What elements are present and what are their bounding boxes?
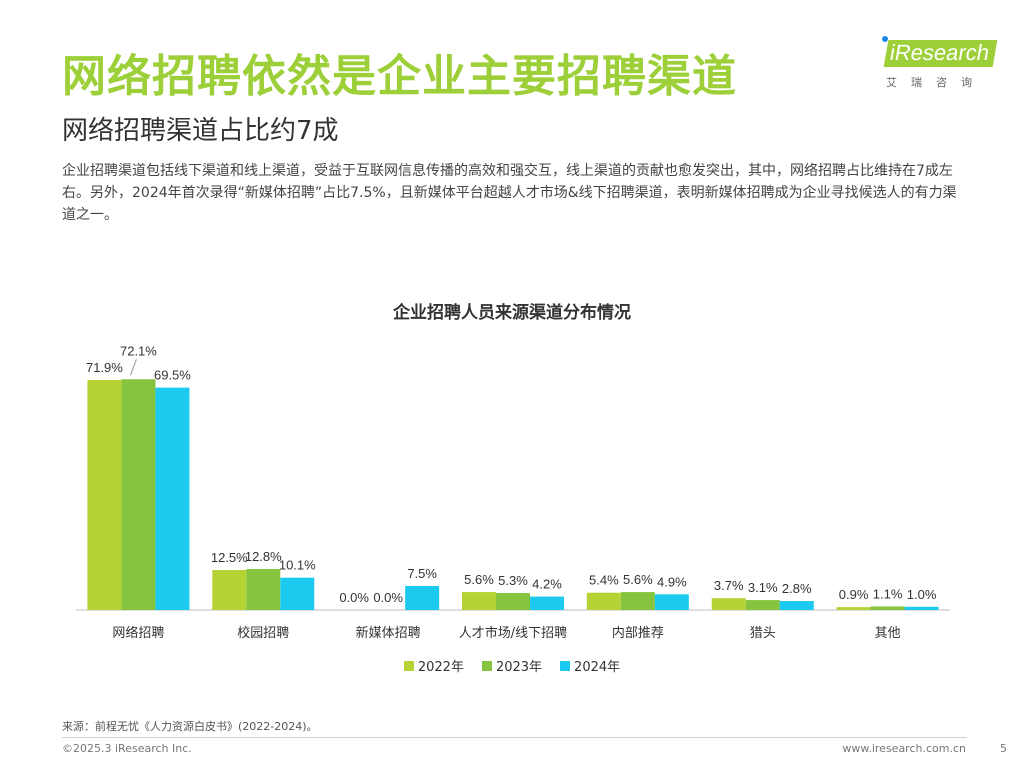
bar-label: 12.8%: [245, 549, 282, 564]
bar-2023年-内部推荐: [620, 592, 655, 610]
iresearch-logo: iResearch 艾瑞咨询: [880, 36, 998, 92]
legend-label-2024: 2024年: [574, 660, 621, 675]
legend-swatch-2022: [403, 660, 414, 671]
category-label: 新媒体招聘: [356, 625, 421, 641]
legend-label-2023: 2023年: [495, 660, 543, 675]
bar-2022年-其他: [836, 607, 871, 610]
website-link[interactable]: www.iresearch.com.cn: [842, 742, 966, 755]
chart-title: 企业招聘人员来源渠道分布情况: [393, 303, 631, 323]
bar-label: 0.0%: [339, 590, 369, 605]
bar-2022年-网络招聘: [87, 379, 122, 610]
category-label: 网络招聘: [112, 625, 164, 641]
page-title: 网络招聘依然是企业主要招聘渠道: [62, 51, 737, 102]
bar-2023年-网络招聘: [121, 379, 156, 610]
page-subtitle: 网络招聘渠道占比约7成: [62, 116, 339, 146]
bar-label: 1.1%: [873, 586, 903, 601]
bar-label: 71.9%: [86, 360, 123, 375]
footer-divider: [62, 737, 967, 738]
bar-label: 0.9%: [839, 587, 869, 602]
bar-2024年-新媒体招聘: [405, 586, 440, 610]
legend-swatch-2023: [481, 660, 492, 671]
bar-label: 4.9%: [657, 574, 687, 589]
bar-2024年-人才市场/线下招聘: [530, 596, 564, 610]
bar-label: 1.0%: [907, 587, 937, 602]
bar-2024年-猎头: [779, 601, 814, 610]
bar-2023年-人才市场/线下招聘: [496, 593, 530, 610]
bar-label: 7.5%: [407, 566, 437, 581]
logo-dot-icon: [882, 36, 888, 42]
bar-2022年-猎头: [711, 598, 746, 610]
bar-label: 5.4%: [589, 573, 619, 588]
bar-label: 12.5%: [211, 550, 248, 565]
page-description: 企业招聘渠道包括线下渠道和线上渠道，受益于互联网信息传播的高效和强交互，线上渠道…: [62, 163, 957, 223]
bar-label: 2.8%: [782, 581, 812, 596]
bar-label: 5.6%: [464, 572, 494, 587]
page-number: 5: [1000, 742, 1007, 755]
bar-label: 10.1%: [279, 558, 316, 573]
category-label: 内部推荐: [612, 625, 664, 641]
legend-swatch-2024: [560, 660, 571, 671]
bar-label: 5.6%: [623, 572, 653, 587]
bar-label: 5.3%: [498, 573, 528, 588]
legend-label-2022: 2022年: [417, 660, 464, 675]
bar-2024年-内部推荐: [654, 594, 689, 610]
source-note: 来源：前程无忧《人力资源白皮书》(2022-2024)。: [62, 720, 318, 733]
bar-2022年-内部推荐: [586, 592, 621, 610]
category-label: 猎头: [750, 626, 776, 641]
bar-2024年-网络招聘: [155, 387, 190, 610]
category-label: 人才市场/线下招聘: [459, 625, 567, 641]
logo-subtitle: 艾瑞咨询: [886, 76, 986, 89]
legend-item-2024: 2024年: [560, 656, 620, 675]
bar-label: 0.0%: [373, 590, 403, 605]
bar-label: 4.2%: [532, 577, 562, 592]
category-label: 校园招聘: [237, 625, 289, 641]
bar-2023年-猎头: [745, 600, 780, 610]
legend-item-2023: 2023年: [481, 656, 543, 675]
bar-2023年-校园招聘: [246, 569, 281, 610]
bar-label: 3.7%: [714, 578, 744, 593]
bar-2022年-人才市场/线下招聘: [462, 592, 496, 610]
label-leader-line: [129, 359, 137, 376]
bar-2022年-校园招聘: [212, 570, 247, 610]
chart-legend: 2022年 2023年 2024年: [0, 656, 1024, 675]
bar-label: 3.1%: [748, 580, 778, 595]
legend-item-2022: 2022年: [403, 656, 464, 675]
copyright-text: ©2025.3 iResearch Inc.: [62, 742, 192, 755]
bar-2023年-其他: [870, 606, 905, 610]
category-label: 其他: [875, 626, 901, 641]
bar-2024年-其他: [904, 606, 939, 610]
bar-label: 69.5%: [154, 368, 191, 383]
bar-2024年-校园招聘: [280, 577, 315, 610]
bar-label: 72.1%: [120, 343, 157, 358]
